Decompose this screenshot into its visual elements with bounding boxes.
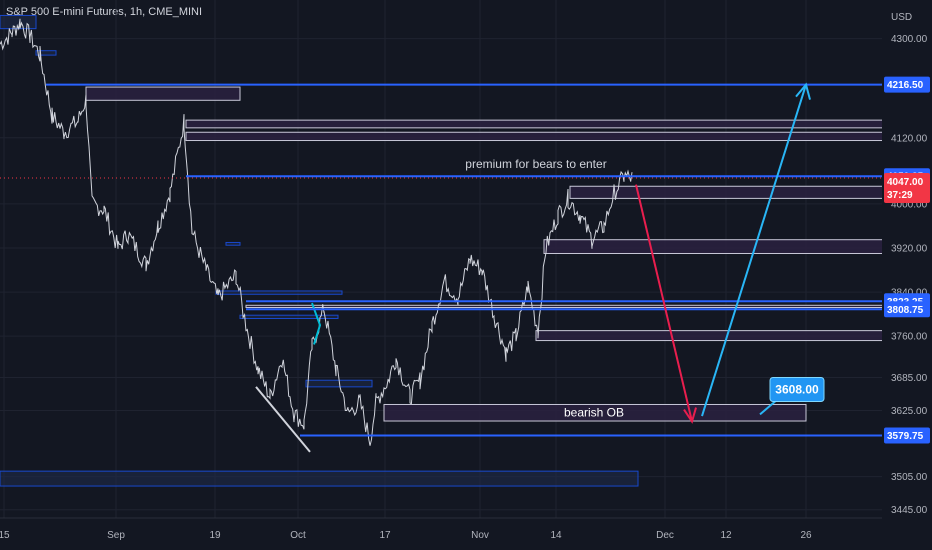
- target-tag-label: 3608.00: [775, 382, 819, 396]
- price-axis: USD 4300.00 4120.00 4000.00 3920.00 3840.00 37…: [882, 0, 932, 550]
- current-price-tag: [884, 172, 930, 203]
- blue-zone: [225, 241, 241, 246]
- trendline: [255, 386, 311, 453]
- annotation-labels: premium for bears to enter bearish OB 3608…: [465, 157, 825, 420]
- purple-zone: [245, 304, 885, 308]
- level-tag: [884, 76, 930, 93]
- time-tick-label: 12: [720, 530, 732, 541]
- purple-zone: [185, 119, 885, 129]
- price-tick-label: 3920.00: [891, 243, 928, 254]
- time-tick-label: 26: [800, 530, 812, 541]
- price-tick-label: 4120.00: [891, 133, 928, 144]
- arrow-up-head: [795, 82, 811, 100]
- blue-zone: [215, 290, 343, 295]
- level-tag-label: 3579.75: [887, 431, 924, 442]
- blue-zone: [239, 314, 339, 320]
- bearish-ob-label: bearish OB: [564, 406, 624, 420]
- blue-zone: [35, 50, 57, 56]
- time-tick-label: 19: [209, 530, 221, 541]
- grid-lines: [0, 0, 882, 518]
- time-tick-label: Nov: [471, 530, 489, 541]
- arrow-down: [635, 184, 693, 422]
- level-tag: [884, 427, 930, 444]
- cyan-mark: [311, 302, 322, 345]
- level-lines: [0, 83, 882, 437]
- time-tick-label: 15: [0, 530, 10, 541]
- time-tick-label: Sep: [107, 530, 125, 541]
- blue-zone: [0, 470, 639, 487]
- time-tick-label: Dec: [656, 530, 674, 541]
- arrow-down-head: [683, 407, 697, 424]
- price-tick-label: 3840.00: [891, 288, 928, 299]
- price-tick-label: 4300.00: [891, 34, 928, 45]
- price-tick-label: 3760.00: [891, 332, 928, 343]
- currency-label: USD: [891, 12, 912, 23]
- price-tick-label: 3685.00: [891, 373, 928, 384]
- price-tick-label: 4000.00: [891, 199, 928, 210]
- price-tick-label: 3505.00: [891, 472, 928, 483]
- countdown-label: 37:29: [887, 190, 913, 201]
- time-axis: 15 Sep 19 Oct 17 Nov 14 Dec 12 26: [0, 517, 882, 550]
- level-tag-label: 4216.50: [887, 80, 924, 91]
- level-tag: [884, 301, 930, 318]
- time-tick-label: 17: [379, 530, 391, 541]
- purple-zone: [185, 131, 885, 142]
- target-tag: [769, 376, 825, 402]
- arrow-up: [701, 84, 807, 417]
- premium-label: premium for bears to enter: [465, 157, 606, 171]
- level-tag-label: 3808.75: [887, 305, 924, 316]
- purple-zone: [535, 330, 885, 342]
- purple-zone: [383, 403, 807, 422]
- price-tick-label: 3445.00: [891, 505, 928, 516]
- time-tick-label: 14: [550, 530, 562, 541]
- price-series: [0, 18, 633, 453]
- zones: [0, 14, 885, 487]
- time-tick-label: Oct: [290, 530, 306, 541]
- price-tick-label: 3625.00: [891, 406, 928, 417]
- purple-zone: [543, 239, 885, 254]
- chart-title: S&P 500 E-mini Futures, 1h, CME_MINI: [6, 6, 203, 18]
- current-price-label: 4047.00: [887, 177, 924, 188]
- purple-zone: [85, 86, 241, 101]
- time-axis-bg: [0, 518, 882, 550]
